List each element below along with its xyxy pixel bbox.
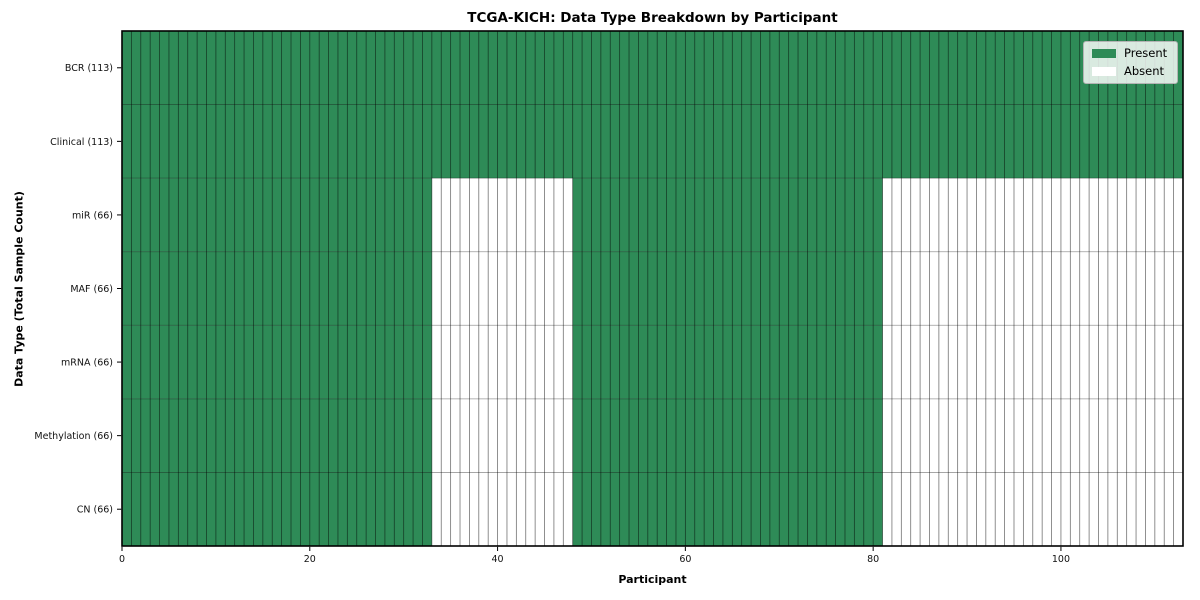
- y-tick-label: mRNA (66): [61, 357, 113, 368]
- x-tick-label: 20: [304, 554, 316, 565]
- present-cell-range: [122, 104, 1183, 179]
- present-swatch-icon: [1092, 49, 1116, 59]
- y-tick-label: Clinical (113): [50, 137, 113, 148]
- present-cell-range: [572, 472, 883, 546]
- legend-label-absent: Absent: [1124, 63, 1165, 78]
- y-axis-label: Data Type (Total Sample Count): [12, 191, 26, 387]
- present-cell-range: [122, 31, 1183, 105]
- x-tick-label: 40: [492, 554, 504, 565]
- absent-swatch-icon: [1092, 66, 1116, 76]
- heatmap-cells: [122, 31, 1183, 546]
- legend: Present Absent: [1083, 41, 1179, 84]
- x-tick-label: 0: [119, 554, 125, 565]
- x-tick-label: 100: [1052, 554, 1070, 565]
- present-cell-range: [572, 178, 883, 252]
- y-tick-label: Methylation (66): [34, 431, 113, 442]
- x-axis-label: Participant: [618, 573, 687, 586]
- present-cell-range: [122, 325, 432, 399]
- present-cell-range: [122, 178, 432, 252]
- legend-entry-absent: Absent: [1092, 63, 1167, 78]
- y-tick-label: MAF (66): [70, 284, 113, 295]
- x-axis-ticks: 0 20 40 60 80 100: [119, 546, 1070, 565]
- axes-spine: [121, 30, 1184, 547]
- present-cell-range: [122, 251, 432, 326]
- chart-title: TCGA-KICH: Data Type Breakdown by Partic…: [467, 10, 838, 26]
- legend-label-present: Present: [1124, 46, 1168, 60]
- x-tick-label: 60: [679, 554, 691, 565]
- present-cell-range: [572, 325, 883, 399]
- present-cell-range: [572, 251, 883, 326]
- y-tick-label: CN (66): [77, 505, 113, 516]
- y-tick-label: BCR (113): [65, 63, 113, 74]
- present-cell-range: [122, 472, 432, 546]
- vertical-grid-lines: [121, 31, 1184, 546]
- x-tick-label: 80: [867, 554, 879, 565]
- present-cell-range: [122, 398, 432, 473]
- y-axis-ticks: BCR (113) Clinical (113) miR (66) MAF (66) m…: [34, 63, 122, 516]
- y-tick-label: miR (66): [72, 210, 113, 221]
- present-cell-range: [572, 398, 883, 473]
- legend-entry-present: Present: [1092, 46, 1168, 60]
